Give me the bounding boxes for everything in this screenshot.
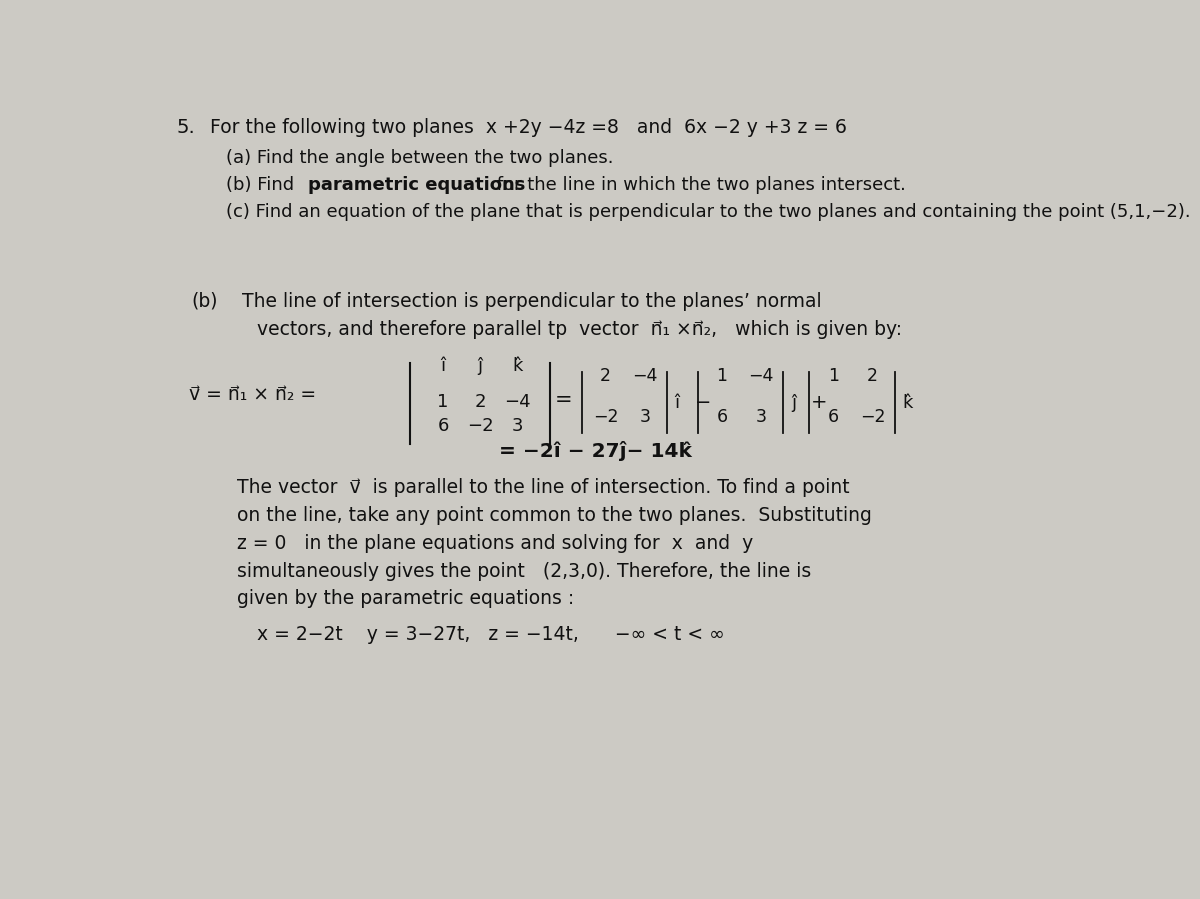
Text: for the line in which the two planes intersect.: for the line in which the two planes int…	[491, 175, 906, 193]
Text: (a) Find the angle between the two planes.: (a) Find the angle between the two plane…	[227, 148, 613, 166]
Text: 6: 6	[716, 408, 727, 426]
Text: = −2î − 27ĵ− 14k̂: = −2î − 27ĵ− 14k̂	[499, 441, 691, 461]
Text: 3: 3	[756, 408, 767, 426]
Text: −4: −4	[632, 368, 658, 386]
Text: (b): (b)	[192, 291, 218, 310]
Text: k̂: k̂	[902, 395, 913, 413]
Text: 6: 6	[437, 417, 449, 435]
Text: 5.: 5.	[176, 119, 194, 138]
Text: 1: 1	[716, 368, 727, 386]
Text: =: =	[556, 389, 572, 410]
Text: −2: −2	[593, 408, 618, 426]
Text: î: î	[674, 395, 679, 413]
Text: ĵ: ĵ	[478, 357, 482, 375]
Text: The vector  v⃗  is parallel to the line of intersection. To find a point: The vector v⃗ is parallel to the line of…	[238, 478, 850, 497]
Text: (b) Find: (b) Find	[227, 175, 300, 193]
Text: z = 0   in the plane equations and solving for  x  and  y: z = 0 in the plane equations and solving…	[238, 534, 754, 553]
Text: +: +	[811, 393, 828, 413]
Text: 3: 3	[640, 408, 650, 426]
Text: î: î	[440, 357, 445, 375]
Text: 2: 2	[868, 368, 878, 386]
Text: 1: 1	[828, 368, 839, 386]
Text: v⃗ = n⃗₁ × n⃗₂ =: v⃗ = n⃗₁ × n⃗₂ =	[190, 385, 316, 404]
Text: simultaneously gives the point   (2,3,0). Therefore, the line is: simultaneously gives the point (2,3,0). …	[238, 562, 811, 581]
Text: on the line, take any point common to the two planes.  Substituting: on the line, take any point common to th…	[238, 506, 872, 525]
Text: 2: 2	[474, 393, 486, 411]
Text: k̂: k̂	[512, 357, 522, 375]
Text: 1: 1	[437, 393, 449, 411]
Text: 3: 3	[511, 417, 523, 435]
Text: −2: −2	[467, 417, 493, 435]
Text: For the following two planes  x +2y −4z =8   and  6x −2 y +3 z = 6: For the following two planes x +2y −4z =…	[210, 119, 847, 138]
Text: 2: 2	[600, 368, 611, 386]
Text: (c) Find an equation of the plane that is perpendicular to the two planes and co: (c) Find an equation of the plane that i…	[227, 202, 1190, 220]
Text: vectors, and therefore parallel tp  vector  n⃗₁ ×n⃗₂,   which is given by:: vectors, and therefore parallel tp vecto…	[257, 320, 902, 339]
Text: −4: −4	[749, 368, 774, 386]
Text: ĵ: ĵ	[791, 395, 796, 413]
Text: The line of intersection is perpendicular to the planes’ normal: The line of intersection is perpendicula…	[236, 291, 822, 310]
Text: x = 2−2t    y = 3−27t,   z = −14t,      −∞ < t < ∞: x = 2−2t y = 3−27t, z = −14t, −∞ < t < ∞	[257, 625, 725, 644]
Text: given by the parametric equations :: given by the parametric equations :	[238, 589, 575, 609]
Text: −2: −2	[860, 408, 886, 426]
Text: parametric equations: parametric equations	[308, 175, 526, 193]
Text: −: −	[695, 393, 712, 413]
Text: 6: 6	[828, 408, 839, 426]
Text: −4: −4	[504, 393, 530, 411]
